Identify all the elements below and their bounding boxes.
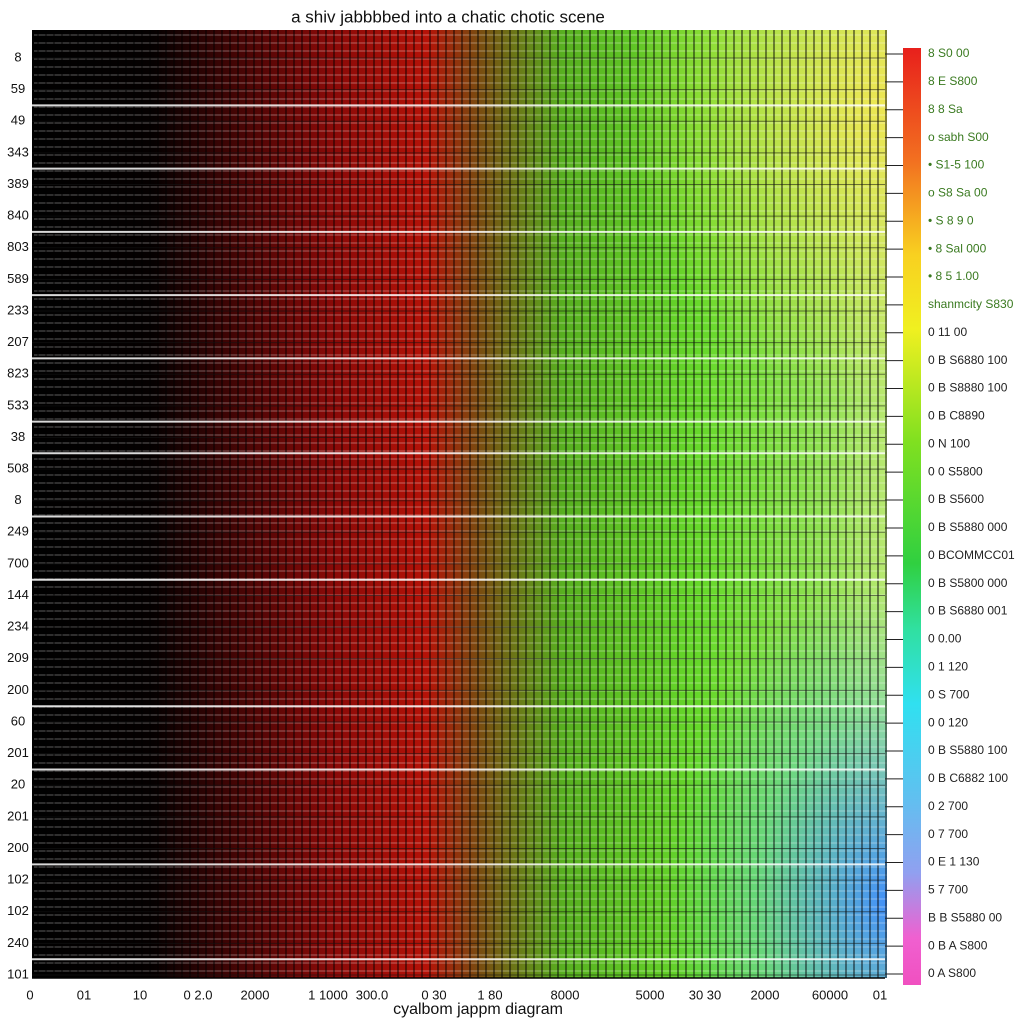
x-tick-label: 30 30 [689, 987, 722, 1002]
colorbar-label: 0 0 S5800 [928, 464, 983, 478]
colorbar-label: 0 B A S800 [928, 938, 988, 952]
colorbar-label: 0 N 100 [928, 436, 970, 450]
x-tick-label: 0 30 [421, 987, 446, 1002]
colorbar [903, 48, 921, 985]
y-tick-label: 508 [7, 461, 29, 476]
y-tick-label: 102 [7, 872, 29, 887]
colorbar-label: 0 11 00 [928, 325, 967, 339]
colorbar-label: 0 B S8880 100 [928, 381, 1008, 395]
heatmap-field [32, 30, 887, 978]
colorbar-label: 0 B S5600 [928, 492, 984, 506]
colorbar-label: 8 E S800 [928, 74, 978, 88]
y-tick-label: 20 [11, 777, 25, 792]
y-tick-label: 200 [7, 682, 29, 697]
colorbar-label: 0 2 700 [928, 799, 968, 813]
colorbar-label: 5 7 700 [928, 883, 968, 897]
x-tick-label: 0 2.0 [184, 987, 213, 1002]
x-axis-label: cyalbom jappm diagram [393, 1001, 563, 1018]
colorbar-label: shanmcity S830 [928, 297, 1014, 311]
y-tick-label: 840 [7, 208, 29, 223]
x-tick-label: 300.0 [356, 987, 389, 1002]
y-tick-label: 389 [7, 176, 29, 191]
colorbar-label: 0 S 700 [928, 687, 970, 701]
colorbar-label: o S8 Sa 00 [928, 186, 988, 200]
y-tick-label: 49 [11, 113, 25, 128]
x-tick-label: 10 [133, 987, 147, 1002]
y-tick-label: 533 [7, 397, 29, 412]
colorbar-label: • 8 Sal 000 [928, 241, 987, 255]
chart-title: a shiv jabbbbed into a chatic chotic sce… [291, 7, 605, 26]
x-tick-label: 1 80 [477, 987, 502, 1002]
colorbar-label: B B S5880 00 [928, 910, 1002, 924]
colorbar-label: 0 B S5880 100 [928, 743, 1008, 757]
y-tick-label: 823 [7, 366, 29, 381]
colorbar-label: 0 B S5880 000 [928, 520, 1008, 534]
colorbar-label: • 8 5 1.00 [928, 269, 979, 283]
y-tick-label: 343 [7, 144, 29, 159]
colorbar-label: 8 S0 00 [928, 46, 970, 60]
colorbar-label: 0 7 700 [928, 827, 968, 841]
colorbar-label: 0 1 120 [928, 660, 968, 674]
colorbar-label: 0 0.00 [928, 632, 962, 646]
colorbar-label: 0 A S800 [928, 966, 976, 980]
y-tick-label: 102 [7, 903, 29, 918]
y-tick-label: 60 [11, 713, 25, 728]
x-tick-label: 0 [26, 987, 33, 1002]
y-tick-label: 589 [7, 271, 29, 286]
x-tick-label: 5000 [636, 987, 665, 1002]
colorbar-label: 0 B S6880 001 [928, 604, 1008, 618]
x-tick-label: 60000 [812, 987, 848, 1002]
x-tick-label: 01 [77, 987, 91, 1002]
y-tick-label: 207 [7, 334, 29, 349]
y-tick-label: 209 [7, 650, 29, 665]
x-tick-label: 2000 [241, 987, 270, 1002]
y-tick-label: 233 [7, 302, 29, 317]
y-tick-label: 201 [7, 745, 29, 760]
x-tick-label: 2000 [751, 987, 780, 1002]
colorbar-label: 0 B S6880 100 [928, 353, 1008, 367]
y-tick-label: 700 [7, 555, 29, 570]
y-tick-label: 240 [7, 935, 29, 950]
colorbar-label: 0 B S5800 000 [928, 576, 1008, 590]
y-tick-label: 8 [14, 492, 21, 507]
colorbar-label: 0 BCOMMCC01 [928, 548, 1015, 562]
colorbar-label: • S 8 9 0 [928, 213, 974, 227]
colorbar-label: 8 8 Sa [928, 102, 963, 116]
colorbar-label: o sabh S00 [928, 130, 989, 144]
y-tick-label: 59 [11, 81, 25, 96]
colorbar-label: • S1-5 100 [928, 158, 985, 172]
y-tick-label: 8 [14, 49, 21, 64]
colorbar-label: 0 E 1 130 [928, 855, 980, 869]
y-tick-label: 38 [11, 429, 25, 444]
y-tick-label: 201 [7, 808, 29, 823]
y-tick-label: 101 [7, 966, 29, 981]
colorbar-label: 0 B C6882 100 [928, 771, 1008, 785]
colorbar-label: 0 B C8890 [928, 409, 985, 423]
y-tick-label: 144 [7, 587, 29, 602]
y-tick-label: 803 [7, 239, 29, 254]
y-tick-label: 200 [7, 840, 29, 855]
colorbar-label: 0 0 120 [928, 715, 968, 729]
x-tick-label: 01 [873, 987, 887, 1002]
x-tick-label: 1 1000 [308, 987, 348, 1002]
y-tick-label: 249 [7, 524, 29, 539]
x-tick-label: 8000 [551, 987, 580, 1002]
y-tick-label: 234 [7, 619, 29, 634]
